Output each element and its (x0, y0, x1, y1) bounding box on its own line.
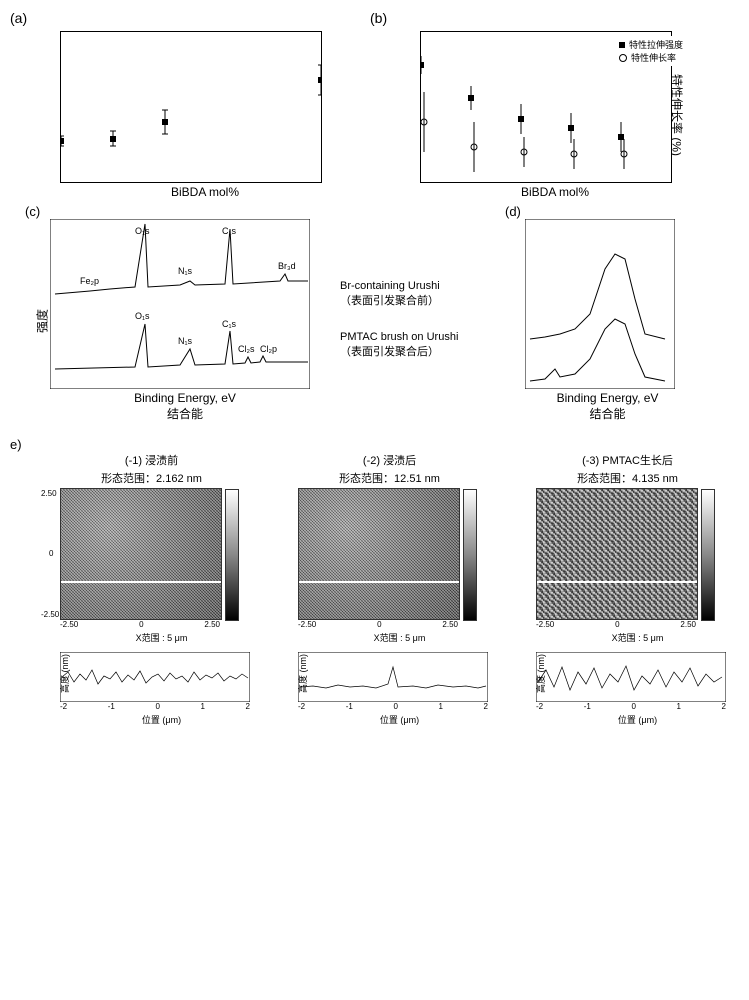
panel-b: (b) 特性拉伸强度 (GPa) 特性伸长率 (%) 00.10.2 0.30.… (370, 10, 730, 204)
side1-cn: （表面引发聚合前） (340, 294, 470, 309)
svg-text:C₁s: C₁s (222, 319, 237, 329)
svg-text:Br₃d: Br₃d (278, 261, 296, 271)
ls-x3: 位置 (μm) (536, 713, 739, 726)
panel-c-label: (c) (25, 204, 40, 219)
panel-c-ylabel: 强度 (34, 308, 51, 332)
linescan-2 (298, 652, 488, 702)
afm-x2: X范围 : 5 μm (298, 631, 501, 644)
svg-text:N₁s: N₁s (178, 336, 193, 346)
panel-d-chart: 01000 200030004000 295290285 (525, 219, 675, 389)
ls-x2: 位置 (μm) (298, 713, 501, 726)
panel-a: (a) 杨氏模量 (GPa) 0.8 1.0 1.2 1.4 1.6 1.8 0… (10, 10, 350, 204)
panel-d-xlabel-cn: 结合能 (525, 405, 690, 422)
ls-y2: 高度 (nm) (296, 654, 309, 693)
svg-text:Fe₂p: Fe₂p (80, 276, 99, 286)
side2-cn: （表面引发聚合后） (340, 345, 470, 360)
svg-text:N₁s: N₁s (178, 266, 193, 276)
ls-y3: 高度 (nm) (534, 654, 547, 693)
panel-a-label: (a) (10, 10, 350, 26)
afm-3-title: (-3) PMTAC生长后 (582, 455, 673, 467)
colorbar-icon-2 (463, 489, 477, 621)
panel-c-xlabel-en: Binding Energy, eV (50, 391, 320, 405)
afm-3-image (536, 488, 698, 620)
side1: Br-containing Urushi (340, 279, 470, 294)
afm-1-range: 形态范围：2.162 nm (40, 470, 263, 486)
colorbar-icon (225, 489, 239, 621)
afm-2-image (298, 488, 460, 620)
legend-o: 特性伸长率 (631, 51, 676, 64)
panel-c-chart: 010000 2000030000 600400 2000 Fe₂p O₁s N… (50, 219, 310, 389)
ls-x: 位置 (μm) (60, 713, 263, 726)
svg-text:C₁s: C₁s (222, 226, 237, 236)
afm-1-image: 2.50 0 -2.50 (60, 488, 222, 620)
afm-2: (-2) 浸渍后 形态范围：12.51 nm Y范围 : 5 μm -2.500… (278, 452, 501, 726)
panel-c: (c) 强度 010000 2000030000 600400 2000 F (10, 219, 320, 422)
svg-text:Cl₂p: Cl₂p (260, 344, 277, 354)
linescan-3 (536, 652, 726, 702)
panel-c-sidelabels: Br-containing Urushi （表面引发聚合前） PMTAC bru… (340, 219, 470, 422)
panel-d-xlabel-en: Binding Energy, eV (525, 391, 690, 405)
linescan-1 (60, 652, 250, 702)
afm-2-range: 形态范围：12.51 nm (278, 470, 501, 486)
afm-x: X范围 : 5 μm (60, 631, 263, 644)
ls-y: 高度 (nm) (58, 654, 71, 693)
afm-3: (-3) PMTAC生长后 形态范围：4.135 nm Y范围 : 5 μm -… (516, 452, 739, 726)
legend-sq: 特性拉伸强度 (629, 38, 683, 51)
panel-a-chart: 0.8 1.0 1.2 1.4 1.6 1.8 0 10 20 30 40 50 (60, 31, 322, 183)
panel-b-legend: 特性拉伸强度 特性伸长率 (617, 36, 685, 66)
panel-b-label: (b) (370, 10, 730, 26)
colorbar-icon-3 (701, 489, 715, 621)
panel-d: (d) 01000 200030004000 295290285 Binding… (490, 219, 690, 422)
afm-x3: X范围 : 5 μm (536, 631, 739, 644)
panel-c-xlabel-cn: 结合能 (50, 405, 320, 422)
afm-1: (-1) 浸渍前 形态范围：2.162 nm Y范围 : 5 μm 2.50 0… (40, 452, 263, 726)
panel-e-label: e) (10, 437, 22, 452)
panel-d-label: (d) (505, 204, 521, 219)
afm-1-title: (-1) 浸渍前 (125, 455, 178, 467)
panel-e: e) (-1) 浸渍前 形态范围：2.162 nm Y范围 : 5 μm 2.5… (10, 437, 739, 726)
panel-a-xlabel: BiBDA mol% (60, 185, 350, 199)
panel-b-xlabel: BiBDA mol% (420, 185, 690, 199)
afm-2-title: (-2) 浸渍后 (363, 455, 416, 467)
afm-3-range: 形态范围：4.135 nm (516, 470, 739, 486)
side2: PMTAC brush on Urushi (340, 330, 470, 345)
svg-text:O₁s: O₁s (135, 226, 150, 236)
svg-text:O₁s: O₁s (135, 311, 150, 321)
svg-text:Cl₂s: Cl₂s (238, 344, 255, 354)
